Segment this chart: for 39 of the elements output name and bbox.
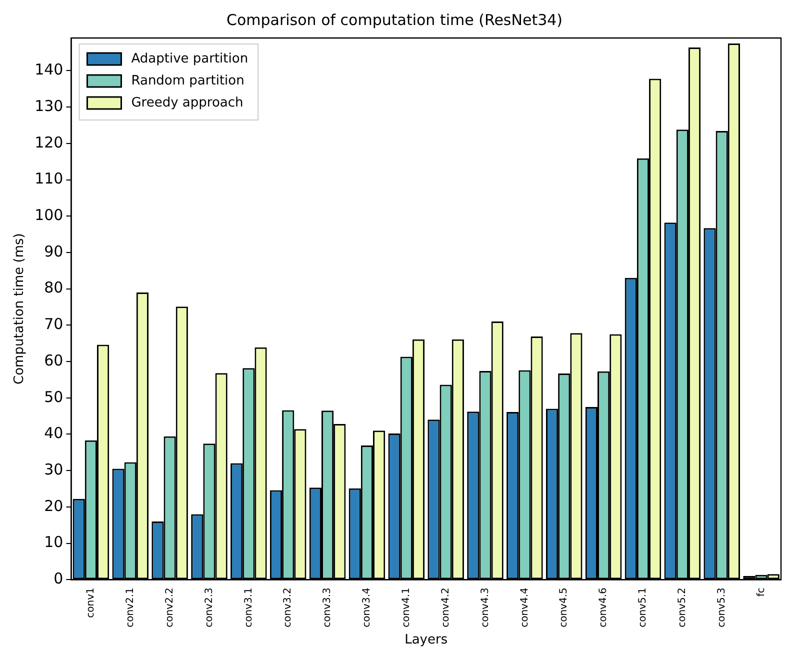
y-tick-label: 10 [44,533,64,552]
y-tick-label: 40 [44,424,64,442]
y-tick-label: 0 [54,570,64,588]
y-tick-label: 130 [34,96,64,115]
x-axis-title: Layers [404,632,448,648]
x-tick-label: conv5.2 [677,588,688,628]
x-tick-label: conv5.1 [638,588,649,628]
x-tick-label: conv3.4 [362,588,373,628]
x-tick-label: conv2.1 [124,588,136,628]
x-tick-label: conv4.6 [598,588,610,628]
y-tick-label: 50 [44,388,64,406]
x-tick-label: conv4.2 [440,588,452,628]
x-tick-label: conv3.1 [243,588,254,628]
x-tick-label: conv4.1 [400,588,412,628]
y-tick-label: 30 [44,460,64,478]
y-tick-label: 80 [44,278,64,297]
x-tick-label: conv3.3 [322,588,334,628]
x-tick-label: conv2.2 [164,588,176,628]
y-tick-label: 60 [44,351,64,370]
y-tick-label: 90 [44,242,64,260]
legend-label: Greedy approach [131,95,244,110]
y-tick-label: 120 [34,133,64,152]
y-tick-label: 110 [34,170,64,188]
y-tick-label: 140 [34,60,64,79]
legend-label: Adaptive partition [131,51,248,66]
chart-title: Comparison of computation time (ResNet34) [226,10,563,29]
x-tick-label: conv3.2 [282,588,294,628]
x-tick-label: conv4.3 [480,588,491,628]
y-tick-label: 100 [34,206,64,224]
y-tick-label: 20 [44,496,64,515]
y-tick-label: 70 [44,315,64,334]
x-tick-label: conv4.4 [519,588,530,628]
x-tick-label: conv5.3 [716,588,728,628]
x-tick-label: conv2.3 [204,588,215,628]
x-tick-label: conv1 [86,588,97,618]
x-tick-label: fc [756,588,767,597]
y-axis-title: Computation time (ms) [12,233,28,384]
legend-label: Random partition [131,73,244,88]
x-tick-label: conv4.5 [558,588,570,628]
